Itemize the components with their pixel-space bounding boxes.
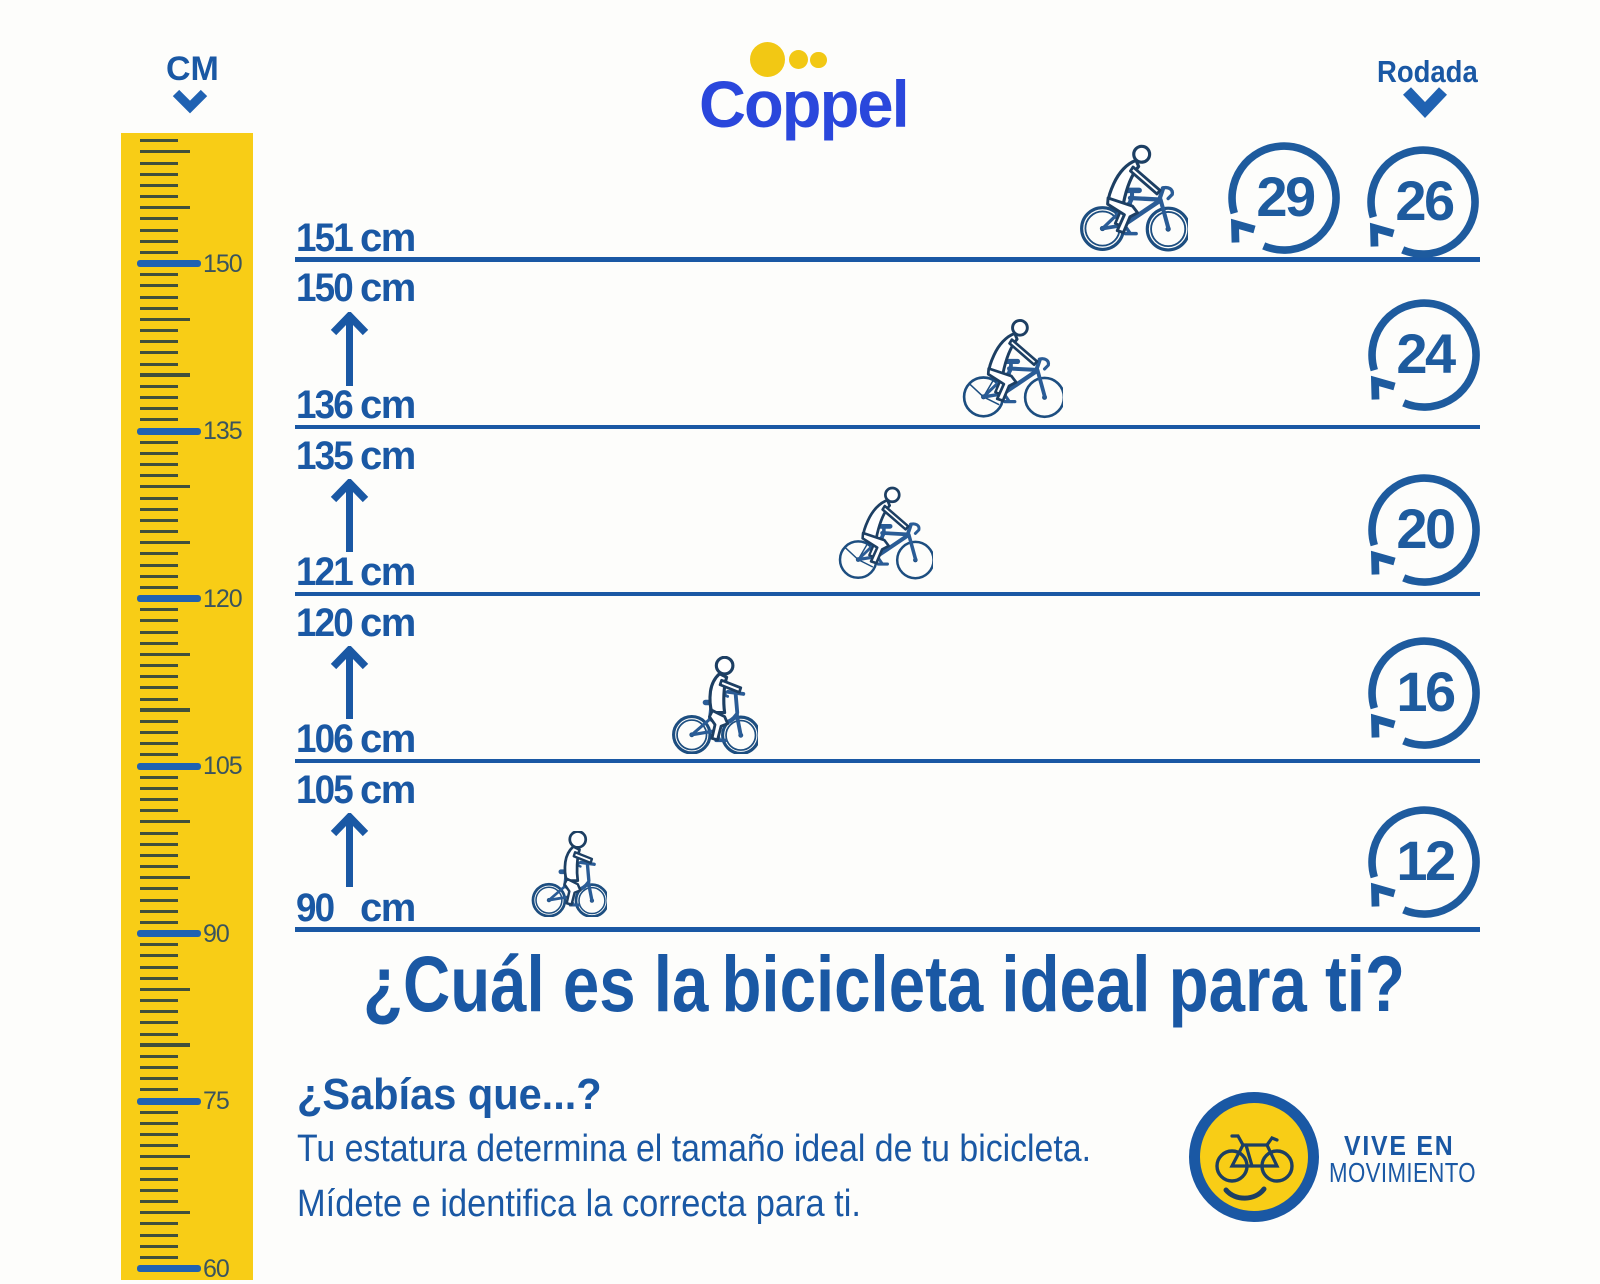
svg-text:12: 12 xyxy=(1396,829,1454,892)
svg-text:26: 26 xyxy=(1395,169,1454,232)
svg-text:16: 16 xyxy=(1396,660,1455,723)
svg-text:24: 24 xyxy=(1396,322,1456,385)
svg-text:29: 29 xyxy=(1256,165,1315,228)
svg-text:20: 20 xyxy=(1396,497,1454,560)
